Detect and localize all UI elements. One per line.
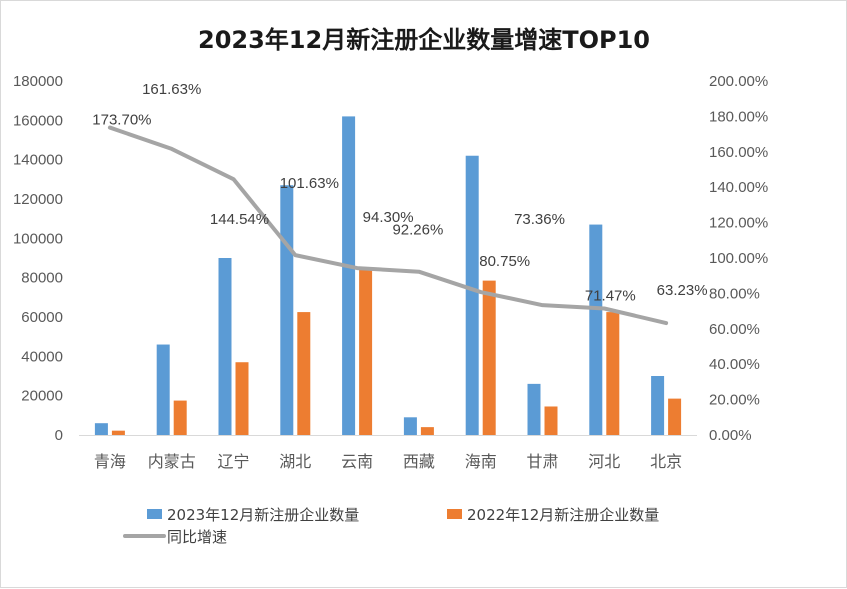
left-tick-label: 60000: [21, 309, 63, 326]
legend-swatch-2022: [447, 509, 462, 519]
growth-data-label: 101.63%: [280, 175, 339, 192]
left-tick-label: 180000: [13, 73, 63, 90]
growth-line-series: [107, 125, 669, 326]
bar-series: [94, 116, 682, 436]
right-tick-label: 180.00%: [709, 108, 768, 125]
bar-2023: [94, 423, 108, 435]
category-label: 北京: [650, 452, 682, 471]
category-label: 湖北: [279, 452, 311, 471]
bar-2022: [359, 269, 373, 435]
growth-data-label: 144.54%: [210, 211, 269, 228]
right-tick-label: 200.00%: [709, 73, 768, 90]
right-tick-label: 120.00%: [709, 215, 768, 232]
growth-data-label: 173.70%: [92, 112, 151, 129]
left-tick-label: 140000: [13, 152, 63, 169]
right-tick-label: 160.00%: [709, 144, 768, 161]
right-axis: 0.00% 20.00% 40.00% 60.00% 80.00% 100.00% 120.…: [709, 73, 768, 444]
growth-data-label: 161.63%: [142, 81, 201, 98]
bar-2022: [111, 430, 125, 435]
bar-2022: [297, 312, 311, 435]
left-tick-label: 40000: [21, 348, 63, 365]
category-label: 内蒙古: [148, 452, 196, 471]
bar-2023: [156, 344, 170, 435]
left-tick-label: 20000: [21, 388, 63, 405]
bar-2022: [235, 362, 249, 435]
growth-data-label: 94.30%: [363, 209, 414, 226]
bar-2022: [173, 400, 187, 435]
category-label: 西藏: [403, 452, 435, 471]
bar-2023: [527, 383, 541, 435]
bar-2023: [342, 116, 356, 436]
left-tick-label: 80000: [21, 270, 63, 287]
left-tick-label: 100000: [13, 230, 63, 247]
right-tick-label: 60.00%: [709, 321, 760, 338]
legend: 2023年12月新注册企业数量 2022年12月新注册企业数量 同比增速: [123, 506, 659, 546]
legend-swatch-2023: [147, 509, 162, 519]
growth-data-label: 63.23%: [657, 282, 708, 299]
legend-label-2023: 2023年12月新注册企业数量: [167, 506, 359, 524]
left-tick-label: 0: [55, 427, 63, 444]
bar-2022: [544, 406, 558, 435]
bar-2023: [465, 155, 479, 435]
category-label: 河北: [588, 452, 620, 471]
category-label: 云南: [341, 452, 373, 471]
right-tick-label: 100.00%: [709, 250, 768, 267]
right-tick-label: 20.00%: [709, 392, 760, 409]
growth-data-labels: 173.70% 161.63% 144.54% 101.63% 94.30%92.26%…: [92, 81, 707, 305]
growth-line: [107, 125, 669, 326]
chart-title: 2023年12月新注册企业数量增速TOP10: [198, 26, 650, 54]
right-tick-label: 80.00%: [709, 285, 760, 302]
right-tick-label: 140.00%: [709, 179, 768, 196]
growth-data-label: 92.26%: [392, 222, 443, 239]
growth-data-label: 71.47%: [585, 287, 636, 304]
bar-2022: [482, 280, 496, 435]
bar-2023: [589, 224, 603, 435]
bar-2022: [606, 312, 620, 435]
category-label: 青海: [94, 452, 126, 471]
left-axis: 0 20000 40000 60000 80000 100000 120000 140000 1…: [13, 73, 63, 444]
category-label: 海南: [465, 452, 497, 471]
growth-data-label: 73.36%: [514, 211, 565, 228]
left-tick-label: 120000: [13, 191, 63, 208]
growth-data-label: 80.75%: [479, 253, 530, 270]
legend-label-2022: 2022年12月新注册企业数量: [467, 506, 659, 524]
bar-2022: [420, 427, 434, 435]
bar-2023: [403, 417, 417, 435]
category-labels: 青海 内蒙古 辽宁 湖北 云南 西藏 海南 甘肃 河北 北京: [94, 452, 682, 471]
legend-label-growth: 同比增速: [167, 528, 227, 546]
right-tick-label: 0.00%: [709, 427, 752, 444]
category-label: 甘肃: [526, 452, 558, 471]
bar-2023: [651, 376, 665, 435]
right-tick-label: 40.00%: [709, 356, 760, 373]
category-label: 辽宁: [217, 452, 249, 471]
left-tick-label: 160000: [13, 112, 63, 129]
bar-2023: [218, 258, 232, 435]
bar-2022: [668, 398, 682, 435]
bar-2023: [280, 185, 294, 435]
